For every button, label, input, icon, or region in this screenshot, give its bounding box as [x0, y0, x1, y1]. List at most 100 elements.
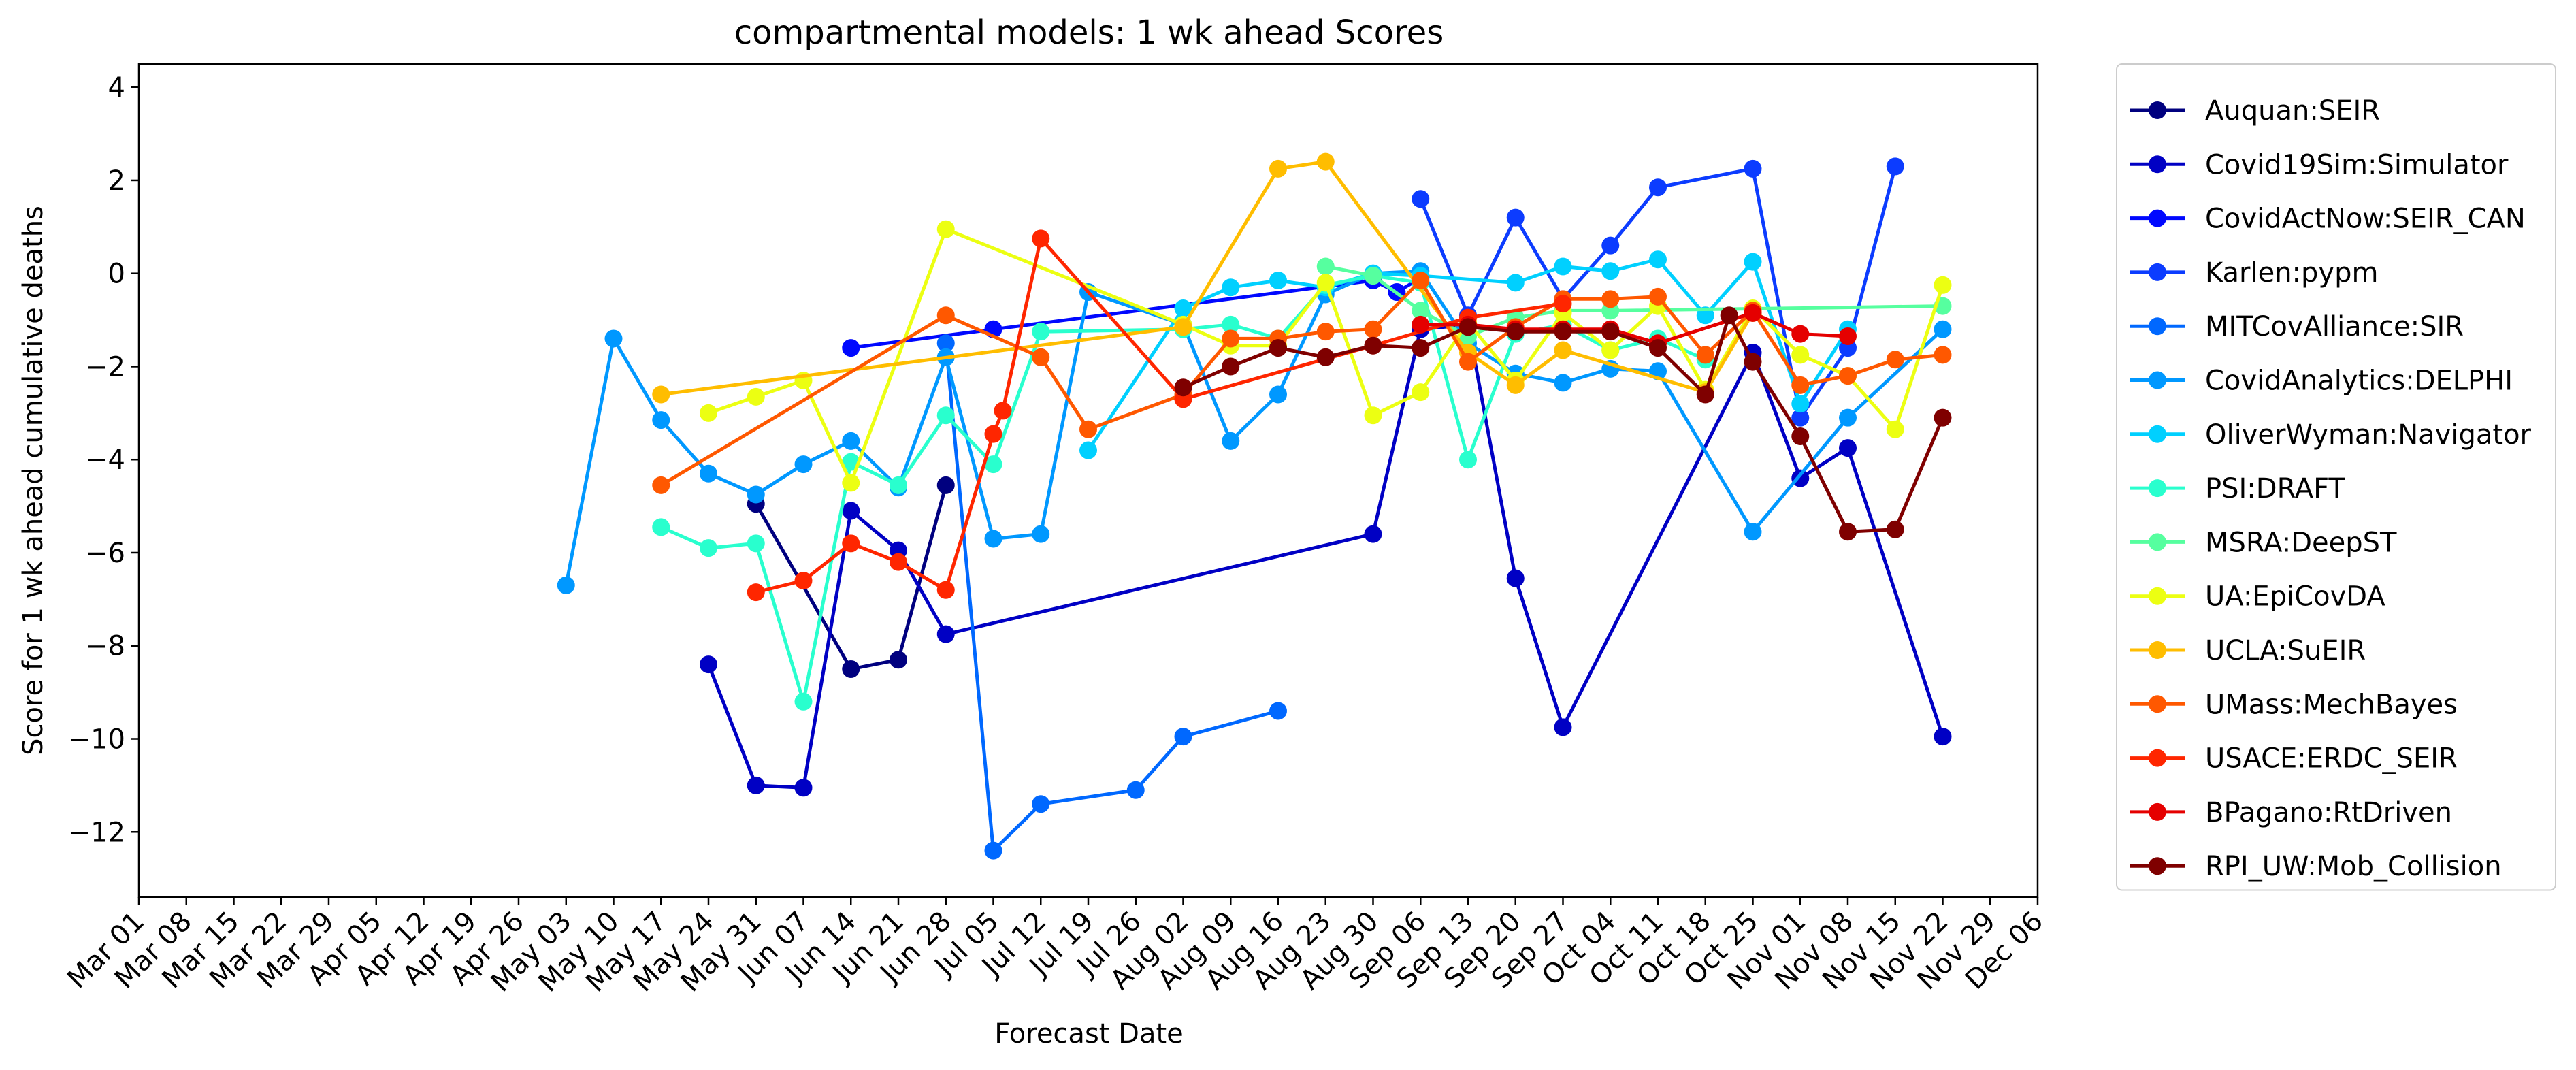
- data-point: [1222, 357, 1240, 376]
- y-tick-label: 0: [108, 259, 125, 290]
- data-point: [842, 502, 860, 520]
- chart-title: compartmental models: 1 wk ahead Scores: [734, 14, 1444, 52]
- data-point: [700, 539, 717, 557]
- legend-label: RPI_UW:Mob_Collision: [2205, 851, 2502, 882]
- data-point: [1744, 159, 1762, 178]
- data-point: [1174, 299, 1192, 317]
- data-point: [1412, 302, 1430, 320]
- data-point: [1934, 728, 1952, 746]
- legend-swatch-marker: [2149, 695, 2166, 713]
- data-point: [1459, 451, 1477, 469]
- legend-swatch-marker: [2149, 749, 2166, 767]
- data-point: [1412, 271, 1430, 289]
- y-tick-label: −2: [85, 351, 125, 383]
- y-axis: −12 −10 −8 −6 −4 −2 0 2 4: [68, 72, 139, 848]
- legend-item: UCLA:SuEIR: [2130, 635, 2366, 666]
- legend-label: USACE:ERDC_SEIR: [2205, 743, 2458, 775]
- data-point: [1554, 295, 1572, 313]
- series-line: [755, 236, 1563, 594]
- legend-item: RPI_UW:Mob_Collision: [2130, 851, 2502, 882]
- legend-item: UA:EpiCovDA: [2130, 581, 2385, 613]
- data-point: [1174, 378, 1192, 397]
- legend-label: MSRA:DeepST: [2205, 527, 2397, 558]
- legend-label: Auquan:SEIR: [2205, 95, 2380, 127]
- legend-swatch-marker: [2149, 802, 2166, 821]
- legend-label: Covid19Sim:Simulator: [2205, 149, 2509, 180]
- data-point: [1791, 395, 1810, 413]
- data-point: [1269, 159, 1287, 178]
- data-point: [984, 841, 1002, 860]
- data-point: [1791, 408, 1810, 427]
- data-point: [1222, 315, 1240, 334]
- data-point: [1554, 374, 1572, 392]
- data-point: [842, 660, 860, 678]
- data-point: [890, 651, 907, 669]
- data-point: [1839, 439, 1857, 457]
- data-point: [936, 220, 955, 238]
- data-point: [1506, 208, 1525, 227]
- data-point: [1269, 271, 1287, 289]
- data-point: [1364, 406, 1382, 425]
- data-point: [1222, 432, 1240, 450]
- data-point: [1720, 306, 1738, 325]
- data-point: [936, 306, 955, 325]
- legend-label: UCLA:SuEIR: [2205, 635, 2366, 666]
- legend-swatch-marker: [2149, 317, 2166, 336]
- data-point: [1269, 702, 1287, 720]
- y-tick-label: 4: [108, 72, 125, 103]
- data-point: [984, 455, 1002, 474]
- legend-swatch-marker: [2149, 479, 2166, 498]
- legend-item: UMass:MechBayes: [2130, 689, 2458, 720]
- data-point: [1506, 274, 1525, 292]
- data-point: [1791, 325, 1810, 343]
- data-point: [1222, 329, 1240, 348]
- legend-label: UA:EpiCovDA: [2205, 581, 2385, 613]
- legend-item: PSI:DRAFT: [2130, 473, 2345, 504]
- data-point: [1316, 323, 1335, 341]
- data-point: [1316, 152, 1335, 171]
- data-point: [1839, 327, 1857, 346]
- data-point: [1744, 353, 1762, 371]
- data-point: [1744, 253, 1762, 271]
- data-point: [1412, 339, 1430, 357]
- data-point: [1601, 290, 1620, 308]
- data-point: [1316, 257, 1335, 276]
- legend-swatch-marker: [2149, 371, 2166, 389]
- data-point: [936, 625, 955, 643]
- data-point: [1696, 346, 1714, 364]
- data-point: [747, 485, 765, 504]
- data-point: [700, 404, 717, 422]
- data-point: [1032, 323, 1050, 341]
- legend-item: MITCovAlliance:SIR: [2130, 311, 2464, 342]
- legend-swatch-marker: [2149, 155, 2166, 174]
- legend-label: OliverWyman:Navigator: [2205, 419, 2532, 451]
- data-point: [1364, 267, 1382, 285]
- data-point: [1412, 315, 1430, 334]
- data-point: [1839, 367, 1857, 385]
- data-point: [794, 779, 813, 797]
- series-13: [747, 229, 1572, 602]
- series-layer: [557, 152, 1952, 860]
- data-point: [652, 385, 670, 404]
- data-point: [1791, 346, 1810, 364]
- data-point: [1649, 339, 1667, 357]
- data-point: [747, 583, 765, 602]
- data-point: [652, 476, 670, 494]
- data-point: [1649, 287, 1667, 306]
- legend-label: PSI:DRAFT: [2205, 473, 2345, 504]
- series-line: [1418, 165, 1897, 420]
- data-point: [1696, 385, 1714, 404]
- data-point: [1079, 420, 1097, 438]
- data-point: [1554, 341, 1572, 359]
- data-point: [994, 402, 1012, 420]
- data-point: [1126, 781, 1145, 799]
- data-point: [1269, 339, 1287, 357]
- data-point: [1222, 278, 1240, 297]
- data-point: [1079, 441, 1097, 459]
- data-point: [1744, 523, 1762, 541]
- data-point: [936, 334, 955, 353]
- legend-label: Karlen:pypm: [2205, 257, 2378, 289]
- legend-swatch-marker: [2149, 587, 2166, 605]
- data-point: [652, 518, 670, 536]
- data-point: [1506, 569, 1525, 587]
